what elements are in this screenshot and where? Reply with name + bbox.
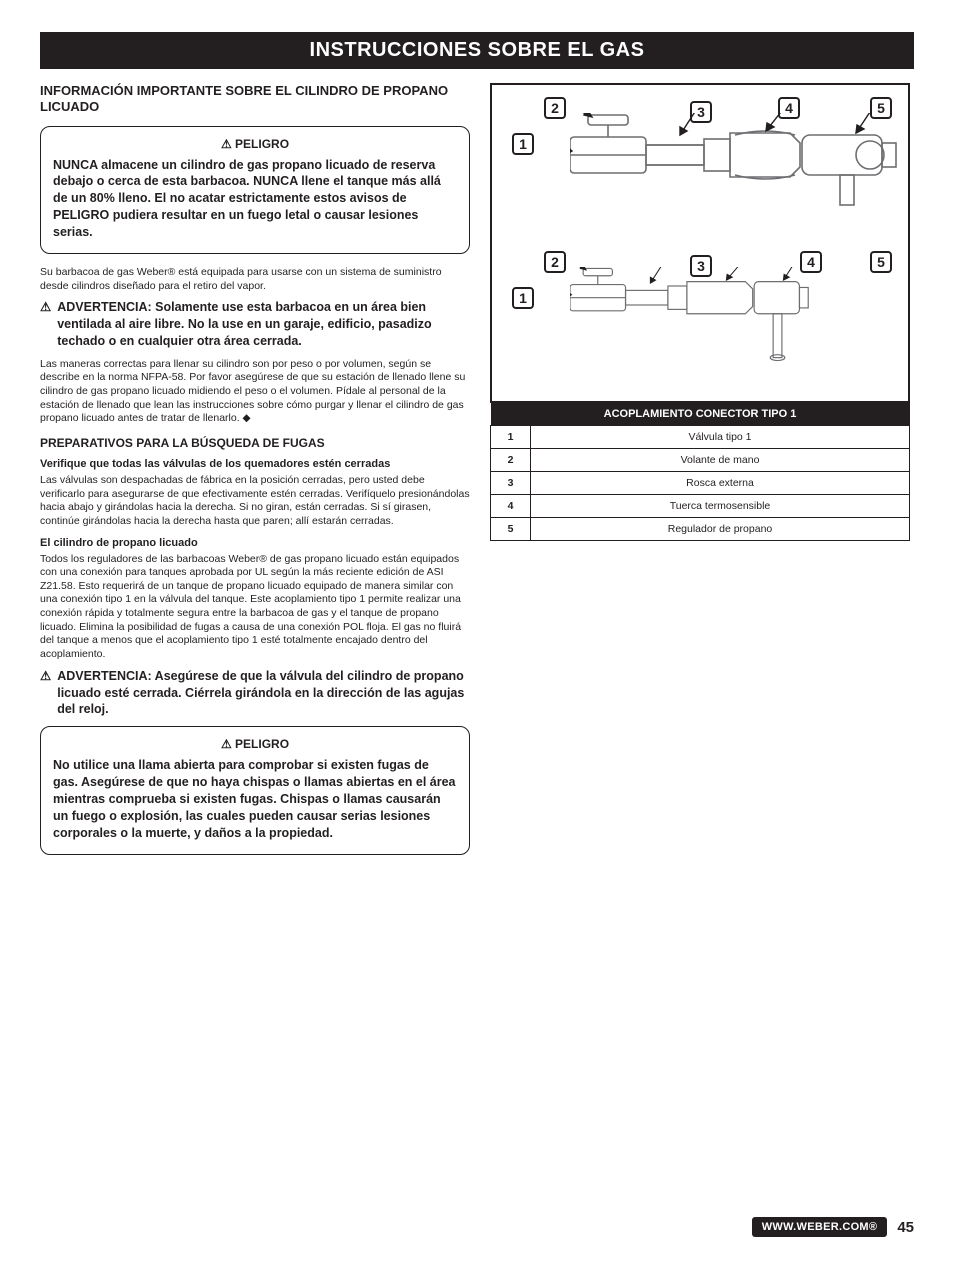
diagram-row-1: 1 2 3 4 5 xyxy=(500,93,900,233)
danger-title-1: ⚠ PELIGRO xyxy=(53,137,457,151)
callout-1b: 1 xyxy=(512,287,534,309)
callout-1: 1 xyxy=(512,133,534,155)
subheading-2: El cilindro de propano licuado xyxy=(40,537,470,549)
danger-title-2: ⚠ PELIGRO xyxy=(53,737,457,751)
content-area: INFORMACIÓN IMPORTANTE SOBRE EL CILINDRO… xyxy=(0,69,954,867)
valve-assembly-drawing-2 xyxy=(570,267,811,362)
table-header: ACOPLAMIENTO CONECTOR TIPO 1 xyxy=(491,403,910,426)
danger-box-2: ⚠ PELIGRO No utilice una llama abierta p… xyxy=(40,726,470,854)
danger-body-2: No utilice una llama abierta para compro… xyxy=(53,757,457,841)
paragraph-2: Las maneras correctas para llenar su cil… xyxy=(40,358,470,426)
callout-2b: 2 xyxy=(544,251,566,273)
callout-2: 2 xyxy=(544,97,566,119)
danger-box-1: ⚠ PELIGRO NUNCA almacene un cilindro de … xyxy=(40,126,470,254)
table-row: 4 Tuerca termosensible xyxy=(491,495,910,518)
warning-2: ⚠ ADVERTENCIA: Asegúrese de que la válvu… xyxy=(40,668,470,719)
table-row: 5 Regulador de propano xyxy=(491,518,910,541)
right-column: 1 2 3 4 5 xyxy=(490,83,910,867)
subheading-1: Verifique que todas las válvulas de los … xyxy=(40,458,470,470)
table-row: 1 Válvula tipo 1 xyxy=(491,426,910,449)
part-label: Regulador de propano xyxy=(531,518,910,541)
warning-1: ⚠ ADVERTENCIA: Solamente use esta barbac… xyxy=(40,299,470,350)
page-header-bar: INSTRUCCIONES SOBRE EL GAS xyxy=(40,32,914,69)
warning-icon: ⚠ xyxy=(40,668,51,719)
part-label: Rosca externa xyxy=(531,472,910,495)
parts-table: ACOPLAMIENTO CONECTOR TIPO 1 1 Válvula t… xyxy=(490,403,910,541)
callout-5b: 5 xyxy=(870,251,892,273)
part-label: Válvula tipo 1 xyxy=(531,426,910,449)
warning-icon: ⚠ xyxy=(40,299,51,350)
part-number: 3 xyxy=(491,472,531,495)
paragraph-4: Todos los reguladores de las barbacoas W… xyxy=(40,553,470,662)
page-footer: WWW.WEBER.COM® 45 xyxy=(752,1217,914,1237)
diagram-row-2: 1 2 3 4 5 xyxy=(500,247,900,387)
page-title: INSTRUCCIONES SOBRE EL GAS xyxy=(310,39,645,61)
section-heading-2: PREPARATIVOS PARA LA BÚSQUEDA DE FUGAS xyxy=(40,436,470,450)
valve-assembly-drawing-1 xyxy=(570,113,900,208)
table-row: 2 Volante de mano xyxy=(491,449,910,472)
warning-1-text: ADVERTENCIA: Solamente use esta barbacoa… xyxy=(57,299,470,350)
section-heading-1: INFORMACIÓN IMPORTANTE SOBRE EL CILINDRO… xyxy=(40,83,470,116)
part-number: 2 xyxy=(491,449,531,472)
warning-2-text: ADVERTENCIA: Asegúrese de que la válvula… xyxy=(57,668,470,719)
part-number: 4 xyxy=(491,495,531,518)
part-label: Volante de mano xyxy=(531,449,910,472)
paragraph-3: Las válvulas son despachadas de fábrica … xyxy=(40,474,470,529)
danger-body-1: NUNCA almacene un cilindro de gas propan… xyxy=(53,157,457,241)
part-number: 1 xyxy=(491,426,531,449)
part-label: Tuerca termosensible xyxy=(531,495,910,518)
page-number: 45 xyxy=(897,1219,914,1236)
table-row: 3 Rosca externa xyxy=(491,472,910,495)
footer-url: WWW.WEBER.COM® xyxy=(752,1217,888,1237)
part-number: 5 xyxy=(491,518,531,541)
diagram-box: 1 2 3 4 5 xyxy=(490,83,910,403)
paragraph-1: Su barbacoa de gas Weber® está equipada … xyxy=(40,266,470,293)
left-column: INFORMACIÓN IMPORTANTE SOBRE EL CILINDRO… xyxy=(40,83,470,867)
